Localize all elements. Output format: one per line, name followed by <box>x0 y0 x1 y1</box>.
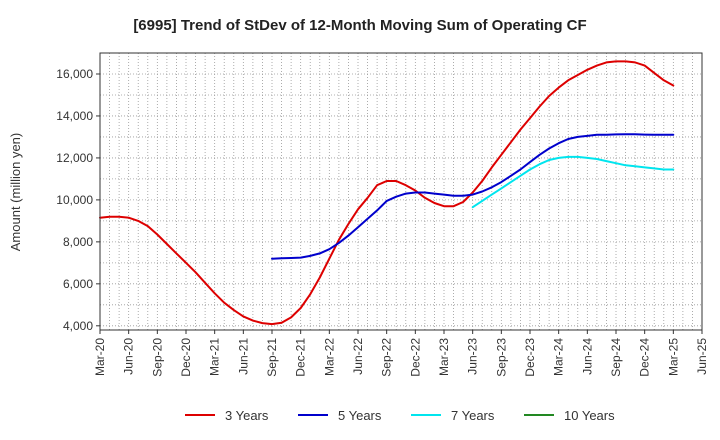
y-axis-label: Amount (million yen) <box>8 133 23 252</box>
chart-title: [6995] Trend of StDev of 12-Month Moving… <box>133 17 586 34</box>
x-tick-label: Mar-22 <box>322 338 336 376</box>
x-tick-label: Mar-25 <box>666 338 680 376</box>
y-tick-label: 10,000 <box>56 193 93 207</box>
y-axis-ticks: 4,000 6,000 8,000 10,000 12,000 14,000 16,000 <box>56 67 100 333</box>
x-tick-label: Sep-23 <box>494 338 508 377</box>
x-tick-label: Sep-22 <box>380 338 394 377</box>
x-tick-label: Dec-21 <box>294 338 308 377</box>
x-tick-label: Jun-21 <box>236 338 250 375</box>
series-lines <box>99 60 675 326</box>
legend-label: 10 Years <box>564 408 615 423</box>
x-tick-label: Mar-23 <box>437 338 451 376</box>
x-tick-label: Dec-24 <box>638 338 652 377</box>
x-tick-label: Jun-24 <box>580 338 594 375</box>
x-tick-label: Sep-20 <box>150 338 164 377</box>
x-tick-label: Mar-21 <box>208 338 222 376</box>
x-tick-label: Mar-20 <box>93 338 107 376</box>
series-line-3-years <box>99 60 675 326</box>
legend-label: 7 Years <box>451 408 495 423</box>
series-line-5-years <box>271 133 675 260</box>
x-tick-label: Jun-22 <box>351 338 365 375</box>
legend-label: 5 Years <box>338 408 382 423</box>
y-tick-label: 14,000 <box>56 109 93 123</box>
series-line-7-years <box>471 155 675 209</box>
x-tick-label: Dec-23 <box>523 338 537 377</box>
x-axis-ticks: Mar-20 Jun-20 Sep-20 Dec-20 Mar-21 Jun-21 Sep-… <box>93 330 709 377</box>
y-tick-label: 12,000 <box>56 151 93 165</box>
x-tick-label: Mar-24 <box>552 338 566 376</box>
y-tick-label: 16,000 <box>56 67 93 81</box>
plot-frame <box>99 52 703 331</box>
x-tick-label: Jun-25 <box>695 338 709 375</box>
y-tick-label: 6,000 <box>63 277 93 291</box>
x-tick-label: Dec-22 <box>408 338 422 377</box>
x-tick-label: Sep-24 <box>609 338 623 377</box>
x-tick-label: Sep-21 <box>265 338 279 377</box>
x-tick-label: Dec-20 <box>179 338 193 377</box>
legend: 3 Years 5 Years 7 Years 10 Years <box>185 408 615 423</box>
grid <box>100 52 702 330</box>
x-tick-label: Jun-23 <box>466 338 480 375</box>
y-tick-label: 4,000 <box>63 319 93 333</box>
y-tick-label: 8,000 <box>63 235 93 249</box>
legend-label: 3 Years <box>225 408 269 423</box>
x-tick-label: Jun-20 <box>122 338 136 375</box>
